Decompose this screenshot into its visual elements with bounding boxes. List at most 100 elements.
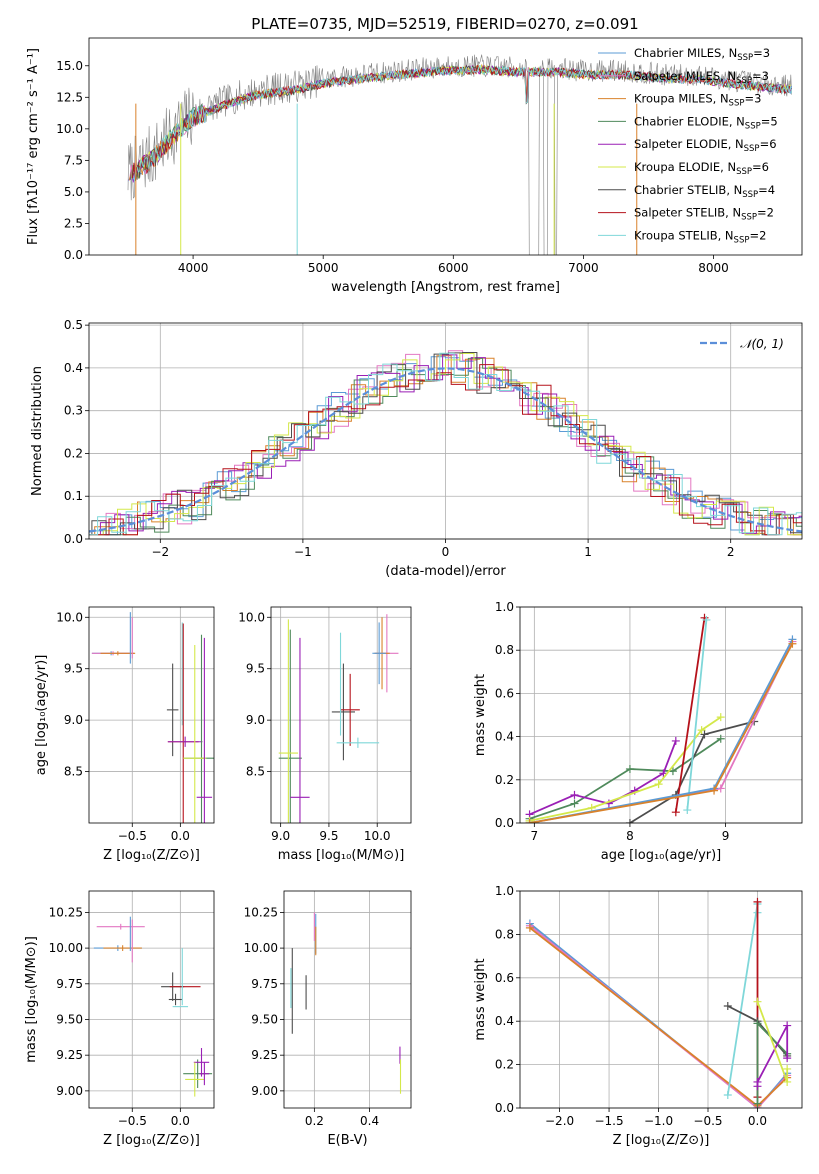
y-axis-label: Normed distribution bbox=[30, 366, 45, 496]
legend-entry: Chabrier ELODIE, NSSP=5 bbox=[634, 114, 778, 131]
y-tick-label: 5.0 bbox=[64, 185, 83, 199]
y-tick-label: 0.4 bbox=[64, 361, 83, 375]
y-tick-label: 9.75 bbox=[251, 977, 278, 991]
x-tick-label: 7 bbox=[531, 829, 539, 843]
weight-marker bbox=[570, 790, 579, 799]
weight-marker bbox=[783, 1077, 792, 1086]
weight-marker bbox=[716, 734, 725, 743]
legend-entry: Chabrier MILES, NSSP=3 bbox=[634, 46, 770, 63]
weight-line bbox=[529, 638, 794, 823]
legend-entry: Kroupa ELODIE, NSSP=6 bbox=[634, 160, 769, 177]
axes-frame bbox=[519, 890, 803, 1109]
x-tick-label: 0.0 bbox=[171, 829, 190, 843]
weight-line bbox=[756, 1001, 789, 1083]
y-tick-label: 10.00 bbox=[244, 941, 278, 955]
panel-weight_vs_age: 7 8 9 0.0 0.2 0.4 0.6 0.8 1.0 age [log₁₀(age/yr)]… bbox=[473, 600, 803, 863]
y-tick-label: 10.0 bbox=[56, 122, 83, 136]
y-tick-label: 7.5 bbox=[64, 153, 83, 167]
weight-marker bbox=[716, 784, 725, 793]
y-tick-label: 0.1 bbox=[64, 489, 83, 503]
y-tick-label: 9.25 bbox=[56, 1048, 83, 1062]
axes-frame bbox=[270, 606, 412, 824]
y-tick-label: 9.00 bbox=[251, 1084, 278, 1098]
y-tick-label: 9.5 bbox=[64, 662, 83, 676]
x-tick-label: 4000 bbox=[178, 261, 209, 275]
y-tick-label: 0.2 bbox=[495, 773, 514, 787]
weight-marker bbox=[723, 1002, 732, 1011]
weight-marker bbox=[700, 613, 709, 622]
y-tick-label: 0.0 bbox=[495, 1101, 514, 1115]
y-tick-label: 0.6 bbox=[495, 686, 514, 700]
histogram-step bbox=[89, 352, 802, 536]
weight-marker bbox=[683, 806, 692, 815]
histogram-step bbox=[89, 355, 802, 536]
normal-curve bbox=[89, 367, 802, 533]
x-tick-label: 5000 bbox=[308, 261, 339, 275]
axes-frame bbox=[283, 890, 412, 1109]
x-tick-label: 6000 bbox=[438, 261, 469, 275]
y-tick-label: 0.4 bbox=[495, 1014, 514, 1028]
weight-marker bbox=[525, 923, 534, 932]
y-axis-label: mass weight bbox=[473, 958, 488, 1040]
axes-frame bbox=[88, 37, 803, 256]
axes-frame bbox=[519, 606, 803, 824]
y-tick-label: 8.5 bbox=[246, 765, 265, 779]
y-tick-label: 9.50 bbox=[56, 1012, 83, 1026]
x-tick-label: −0.5 bbox=[693, 1114, 722, 1128]
y-tick-label: 0.3 bbox=[64, 404, 83, 418]
y-tick-label: 10.0 bbox=[238, 610, 265, 624]
weight-line bbox=[674, 617, 706, 813]
x-axis-label: age [log₁₀(age/yr)] bbox=[601, 848, 722, 863]
x-axis-label: wavelength [Angstrom, rest frame] bbox=[331, 280, 560, 295]
x-tick-label: 9.0 bbox=[271, 829, 290, 843]
panel-mass_vs_ebv: 0.2 0.4 9.00 9.25 9.50 9.75 10.00 10.25 E(B-V) bbox=[244, 890, 412, 1148]
error-crosses bbox=[290, 912, 402, 1094]
y-tick-label: 0.2 bbox=[64, 446, 83, 460]
y-tick-label: 1.0 bbox=[495, 600, 514, 614]
y-tick-label: 0.5 bbox=[64, 318, 83, 332]
y-axis-label: mass [log₁₀(M/M⊙)] bbox=[24, 936, 39, 1063]
y-tick-label: 0.8 bbox=[495, 927, 514, 941]
weight-marker bbox=[671, 808, 680, 817]
histogram-step bbox=[89, 364, 802, 536]
x-tick-label: 0.0 bbox=[748, 1114, 767, 1128]
spectrum-legend: Chabrier MILES, NSSP=3 Salpeter MILES, NS… bbox=[598, 46, 778, 245]
model-spectrum-line bbox=[132, 65, 792, 181]
axes-frame bbox=[88, 322, 803, 540]
weight-marker bbox=[783, 1064, 792, 1073]
y-tick-label: 0.6 bbox=[495, 971, 514, 985]
legend-entry: Kroupa MILES, NSSP=3 bbox=[634, 92, 761, 109]
x-tick-label: −2.0 bbox=[545, 1114, 574, 1128]
x-tick-label: 1 bbox=[584, 545, 592, 559]
weight-marker bbox=[753, 1077, 762, 1086]
x-tick-label: 0.4 bbox=[360, 1114, 379, 1128]
weight-marker bbox=[668, 767, 677, 776]
x-tick-label: 9 bbox=[722, 829, 730, 843]
axes-frame bbox=[88, 606, 215, 824]
panel-mass_vs_Z: −0.5 0.0 9.00 9.25 9.50 9.75 10.00 10.25 Z [log₁… bbox=[24, 890, 215, 1148]
weight-marker bbox=[753, 1019, 762, 1028]
y-tick-label: 9.0 bbox=[246, 713, 265, 727]
weight-marker bbox=[788, 639, 797, 648]
x-axis-label: (data-model)/error bbox=[385, 564, 506, 579]
histogram-step bbox=[89, 356, 802, 536]
figure-title: PLATE=0735, MJD=52519, FIBERID=0270, z=0… bbox=[251, 15, 638, 33]
error-crosses bbox=[93, 916, 213, 1097]
weight-line bbox=[726, 903, 759, 1096]
weight-line bbox=[529, 643, 794, 823]
x-tick-label: −1 bbox=[294, 545, 312, 559]
y-tick-label: 9.50 bbox=[251, 1012, 278, 1026]
y-tick-label: 10.25 bbox=[49, 905, 83, 919]
weight-marker bbox=[700, 730, 709, 739]
panel-age_vs_Z: −0.5 0.0 8.5 9.0 9.5 10.0 Z [log₁₀(Z/Z⊙)] age [… bbox=[34, 606, 215, 863]
legend-entry: Chabrier STELIB, NSSP=4 bbox=[634, 183, 775, 200]
y-axis-label: age [log₁₀(age/yr)] bbox=[34, 655, 49, 776]
x-tick-label: 8000 bbox=[698, 261, 729, 275]
legend-entry: Salpeter STELIB, NSSP=2 bbox=[634, 206, 774, 223]
spectrum-lines bbox=[127, 54, 792, 255]
weight-marker bbox=[716, 713, 725, 722]
weight-marker bbox=[625, 819, 634, 823]
y-tick-label: 0.4 bbox=[495, 730, 514, 744]
x-tick-label: 10.0 bbox=[364, 829, 391, 843]
